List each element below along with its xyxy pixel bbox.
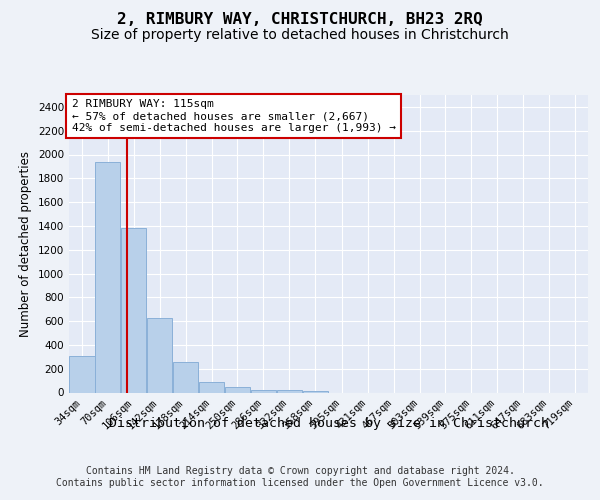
Text: Contains public sector information licensed under the Open Government Licence v3: Contains public sector information licen… (56, 478, 544, 488)
Y-axis label: Number of detached properties: Number of detached properties (19, 151, 32, 337)
Text: 2, RIMBURY WAY, CHRISTCHURCH, BH23 2RQ: 2, RIMBURY WAY, CHRISTCHURCH, BH23 2RQ (117, 12, 483, 28)
Bar (70, 356, 95, 393)
Text: 2 RIMBURY WAY: 115sqm
← 57% of detached houses are smaller (2,667)
42% of semi-d: 2 RIMBURY WAY: 115sqm ← 57% of detached … (71, 100, 395, 132)
Text: Size of property relative to detached houses in Christchurch: Size of property relative to detached ho… (91, 28, 509, 42)
Bar (251, 390, 276, 392)
Bar (147, 318, 172, 392)
Bar (121, 228, 146, 392)
Text: Distribution of detached houses by size in Christchurch: Distribution of detached houses by size … (109, 418, 549, 430)
Bar (173, 362, 198, 392)
Bar (277, 390, 302, 392)
Bar (95, 162, 121, 392)
Bar (199, 382, 224, 392)
Text: Contains HM Land Registry data © Crown copyright and database right 2024.: Contains HM Land Registry data © Crown c… (86, 466, 514, 476)
Bar (225, 387, 250, 392)
